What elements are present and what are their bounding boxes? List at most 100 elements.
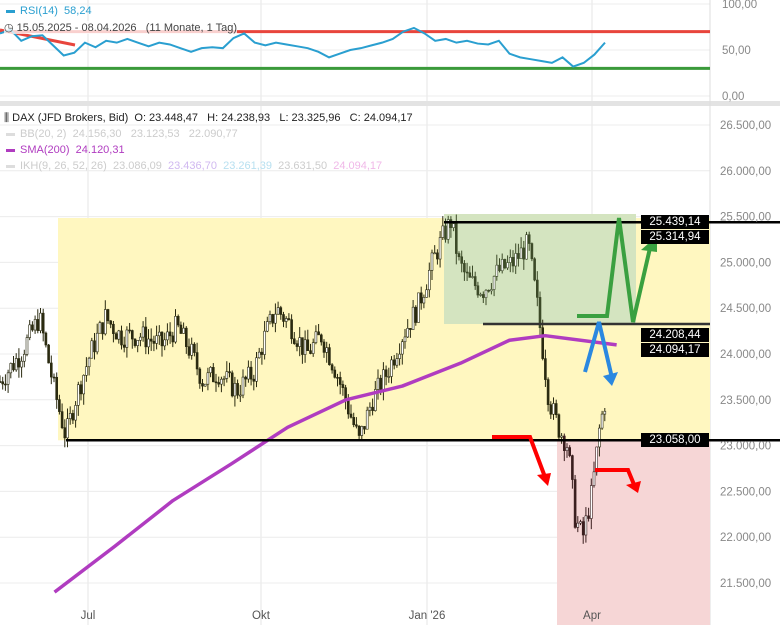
candle <box>395 352 399 368</box>
candle <box>193 342 196 357</box>
red-scenario-arrow-2 <box>595 468 637 488</box>
candle <box>457 251 461 261</box>
candle <box>365 406 369 430</box>
candle <box>247 360 250 383</box>
candle <box>268 310 272 325</box>
candle-body <box>560 435 563 438</box>
candle <box>112 320 115 343</box>
candle <box>68 406 72 425</box>
candle <box>398 343 401 366</box>
candle-body <box>1 381 5 385</box>
candle <box>22 349 26 368</box>
candle-body <box>538 297 542 329</box>
sma-value: 24.120,31 <box>75 144 125 156</box>
candle <box>263 321 266 360</box>
candle <box>41 308 45 342</box>
candle <box>584 507 588 543</box>
candle-body <box>174 316 177 343</box>
candle-body <box>158 331 161 337</box>
candle-body <box>465 271 469 274</box>
candle <box>460 250 464 273</box>
candle <box>44 331 48 348</box>
candle-body <box>476 285 480 296</box>
candle <box>114 331 118 340</box>
candle <box>93 332 96 360</box>
rsi-value: 58,24 <box>64 5 92 17</box>
candle <box>79 380 83 401</box>
candle-body <box>303 339 307 355</box>
candle-body <box>317 331 320 336</box>
candle <box>279 305 283 320</box>
candle <box>174 309 177 344</box>
candle-body <box>398 353 401 359</box>
candle <box>109 320 112 329</box>
candle <box>314 325 318 345</box>
instrument-legend[interactable]: ⫼ DAX (JFD Brokers, Bid) O: 23.448,47 H:… <box>4 112 413 125</box>
ikh-legend[interactable]: IKH(9, 26, 52, 26) 23.086,09 23.436,70 2… <box>6 160 382 172</box>
candle <box>465 262 469 281</box>
candle-body <box>409 328 412 330</box>
candle-body <box>217 382 220 385</box>
candle-body <box>60 411 64 428</box>
candle-body <box>360 426 364 436</box>
candle <box>249 361 253 386</box>
candle <box>87 356 91 376</box>
sma200-line <box>53 333 617 594</box>
candle-body <box>104 309 107 335</box>
candle <box>128 322 131 334</box>
candle-body <box>403 336 407 343</box>
bb-legend[interactable]: BB(20, 2) 24.156,30 23.123,53 22.090,77 <box>6 128 238 140</box>
bb-label: BB(20, 2) <box>20 128 67 140</box>
candle-body <box>249 366 253 380</box>
candle <box>368 402 372 417</box>
candle <box>195 342 199 376</box>
candle-body <box>171 335 175 343</box>
rsi-tick-label: 0,00 <box>722 91 744 103</box>
candle <box>546 377 550 412</box>
candle <box>131 329 134 349</box>
candle-body <box>546 379 550 405</box>
candle <box>417 292 420 323</box>
candle-body <box>131 330 134 340</box>
candle <box>549 401 553 419</box>
candle-body <box>325 347 329 353</box>
candle <box>338 371 342 395</box>
candle <box>155 325 158 350</box>
candle-body <box>298 337 302 347</box>
candle <box>187 338 191 359</box>
candle-body <box>379 377 383 392</box>
candle-body <box>400 341 404 355</box>
sma-legend[interactable]: SMA(200) 24.120,31 <box>6 144 125 156</box>
clock-icon: ◷ <box>4 22 14 34</box>
candle <box>527 231 531 251</box>
candle <box>260 348 264 365</box>
candle-body <box>22 354 26 362</box>
candle-body <box>390 359 393 377</box>
candle-body <box>201 383 204 387</box>
candle-body <box>220 378 223 385</box>
candle-body <box>357 425 361 436</box>
candle <box>565 443 569 458</box>
candle-body <box>225 371 229 379</box>
candle <box>252 374 256 391</box>
candle-body <box>0 381 2 383</box>
candle-body <box>239 394 242 397</box>
candle <box>508 249 512 273</box>
candle-body <box>185 327 188 347</box>
candle-body <box>330 364 334 371</box>
candle-body <box>355 424 358 427</box>
candle-body <box>82 375 85 395</box>
y-tick-label: 22.000,00 <box>720 532 771 544</box>
ikh-v2: 23.436,70 <box>168 160 217 172</box>
candle <box>295 340 299 352</box>
y-tick-label: 21.500,00 <box>720 578 771 590</box>
candle <box>328 343 331 366</box>
candle <box>500 253 504 274</box>
candle <box>403 329 407 349</box>
candle <box>163 332 166 351</box>
candle-body <box>166 331 169 341</box>
candle <box>427 262 431 298</box>
rsi-legend[interactable]: RSI(14) 58,24 <box>6 5 92 17</box>
candle <box>503 258 507 270</box>
